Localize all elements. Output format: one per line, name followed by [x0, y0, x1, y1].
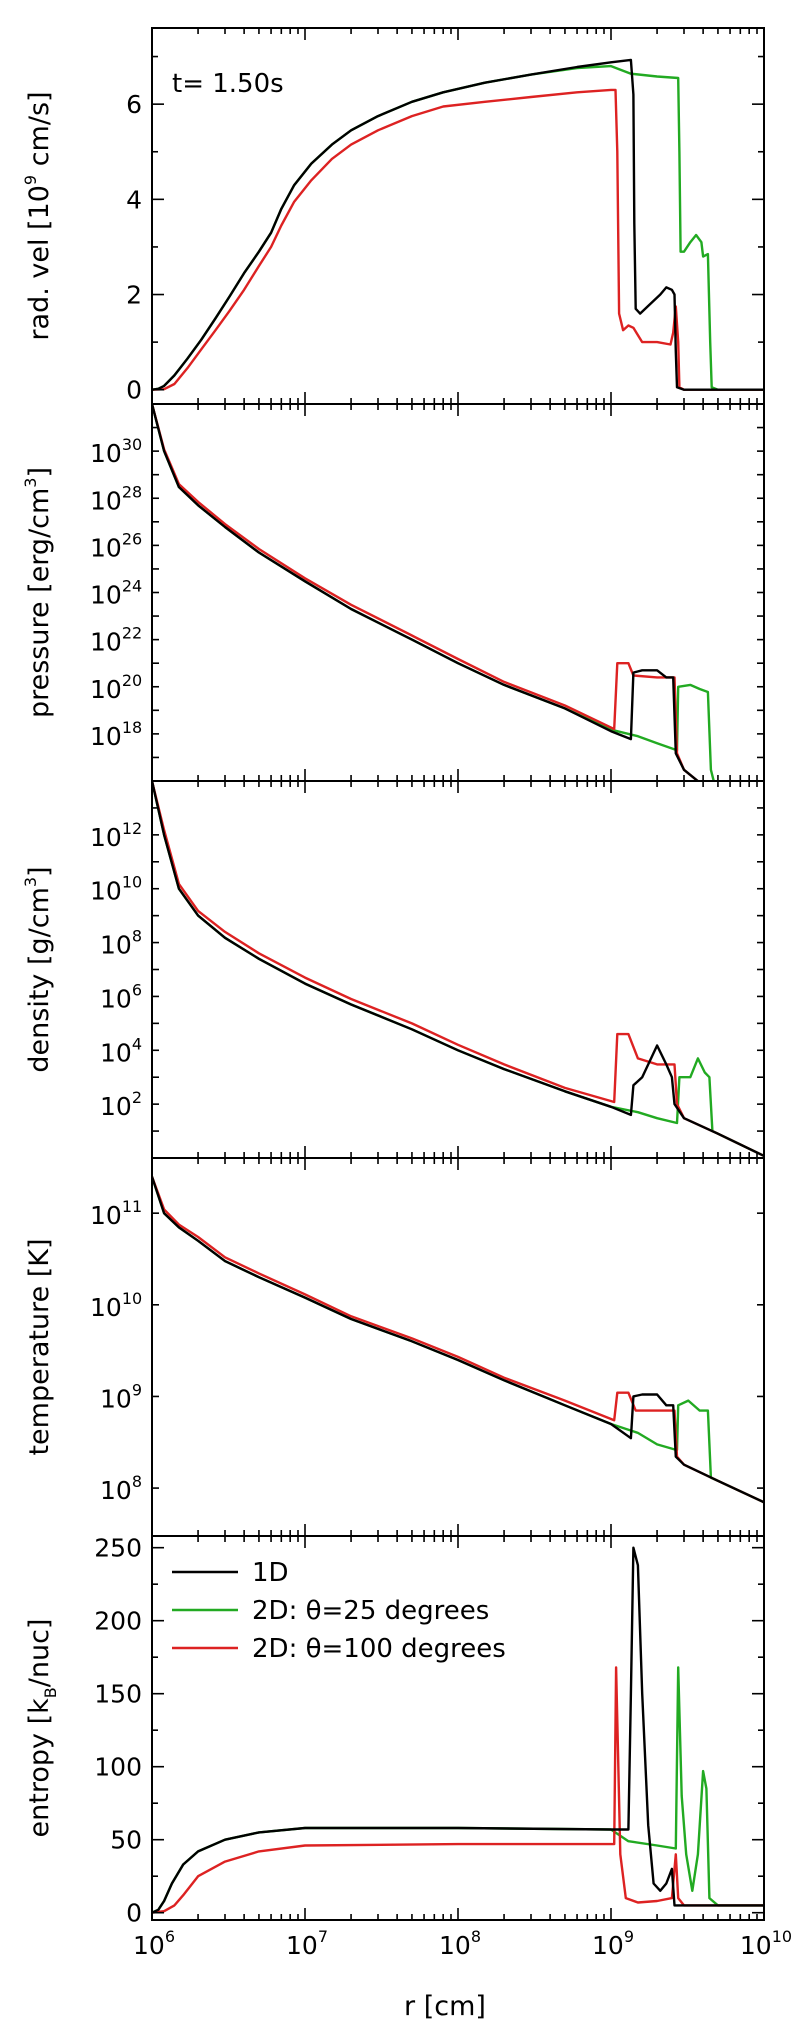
- entropy-y-axis-title: entropy [kB/nuc]: [24, 1619, 60, 1838]
- y-tick-label: 1012: [90, 819, 142, 852]
- entropy-frame: [151, 1535, 765, 1921]
- x-tick-label: 106: [133, 1927, 175, 1960]
- y-tick-label: 1028: [90, 482, 142, 515]
- x-axis-title: r [cm]: [404, 1991, 486, 2022]
- y-tick-label: 200: [94, 1607, 142, 1636]
- y-tick-label: 1011: [90, 1197, 142, 1230]
- density-y-axis-title: density [g/cm3]: [21, 866, 55, 1072]
- legend-label: 1D: [252, 1558, 289, 1588]
- annotation-group: t= 1.50s: [172, 69, 284, 99]
- y-tick-label: 50: [110, 1826, 142, 1855]
- y-tick-label: 100: [94, 1753, 142, 1782]
- temperature-series-line: [152, 1176, 764, 1504]
- legend: 1D 2D: θ=25 degrees 2D: θ=100 degrees: [172, 1558, 506, 1664]
- panel-density: 102 104 106 108 1010 1012 density [g/cm3]: [21, 780, 765, 1159]
- y-tick-label: 1010: [90, 873, 142, 906]
- y-tick-label: 0: [126, 376, 142, 405]
- y-tick-label: 1010: [90, 1289, 142, 1322]
- pressure-series-line: [152, 404, 715, 781]
- density-series-line: [152, 781, 764, 1157]
- y-tick-label: 0: [126, 1899, 142, 1928]
- y-tick-label: 2: [126, 281, 142, 310]
- y-tick-label: 1030: [90, 435, 142, 468]
- panel-temperature: 108 109 1010 1011 temperature [K]: [24, 1157, 765, 1537]
- y-tick-label: 1018: [90, 718, 142, 751]
- entropy-series-group: [152, 1546, 764, 1914]
- y-tick-label: 102: [100, 1088, 142, 1121]
- panel-pressure: 1018 1020 1022 1024 1026 1028 1030 pressure [er…: [21, 403, 765, 782]
- pressure-series-group: [152, 404, 715, 781]
- velocity-series-line: [152, 88, 764, 391]
- panel-entropy: 0 50 100 150 200 250 entropy [kB/nuc]: [24, 1534, 765, 1928]
- y-tick-label: 1024: [90, 577, 142, 610]
- y-tick-label: 104: [100, 1034, 142, 1067]
- y-tick-label: 106: [100, 980, 142, 1013]
- pressure-y-axis-title: pressure [erg/cm3]: [21, 467, 55, 718]
- density-series-line: [152, 781, 764, 1157]
- legend-label: 2D: θ=100 degrees: [252, 1634, 506, 1664]
- legend-label: 2D: θ=25 degrees: [252, 1596, 489, 1626]
- y-tick-label: 108: [100, 927, 142, 960]
- pressure-series-line: [152, 404, 700, 781]
- x-tick-labels: 106 107 108 109 1010: [133, 1927, 792, 1960]
- y-tick-label: 109: [100, 1380, 142, 1413]
- velocity-series-line: [152, 58, 764, 391]
- velocity-y-axis-title: rad. vel [109 cm/s]: [21, 91, 55, 340]
- temperature-y-axis-title: temperature [K]: [24, 1238, 55, 1455]
- entropy-series-line: [152, 1666, 764, 1914]
- velocity-series-group: [152, 58, 764, 391]
- y-tick-label: 1020: [90, 671, 142, 704]
- pressure-series-line: [152, 404, 700, 781]
- entropy-series-line: [152, 1546, 764, 1914]
- temperature-frame: [151, 1157, 765, 1537]
- y-tick-label: 1022: [90, 624, 142, 657]
- panel-velocity: 0 2 4 6 rad. vel [109 cm/s]: [21, 27, 765, 405]
- y-tick-label: 1026: [90, 529, 142, 562]
- x-tick-label: 109: [592, 1927, 634, 1960]
- density-series-group: [152, 781, 764, 1157]
- temperature-series-group: [152, 1176, 764, 1504]
- density-frame: [151, 780, 765, 1159]
- y-tick-label: 150: [94, 1680, 142, 1709]
- y-tick-label: 6: [126, 90, 142, 119]
- y-tick-label: 4: [126, 185, 142, 214]
- x-tick-label: 107: [286, 1927, 328, 1960]
- time-annotation: t= 1.50s: [172, 69, 284, 99]
- y-tick-label: 108: [100, 1472, 142, 1505]
- x-tick-label: 108: [439, 1927, 481, 1960]
- pressure-frame: [151, 403, 765, 782]
- x-tick-label: 1010: [740, 1927, 792, 1960]
- density-series-line: [152, 781, 764, 1157]
- temperature-series-line: [152, 1176, 764, 1504]
- y-tick-label: 250: [94, 1534, 142, 1563]
- temperature-series-line: [152, 1176, 764, 1504]
